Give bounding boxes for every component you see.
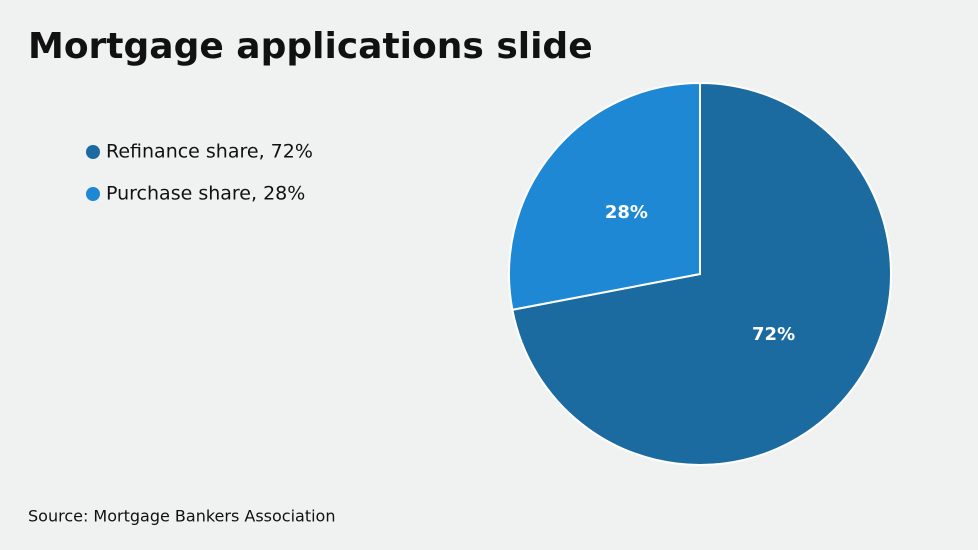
legend-label: Refinance share, 72% xyxy=(106,141,313,163)
data-label: 72% xyxy=(752,324,795,345)
data-label: 28% xyxy=(605,202,648,223)
legend-marker xyxy=(86,187,100,201)
pie-slice xyxy=(508,81,701,311)
legend-label: Purchase share, 28% xyxy=(106,183,305,205)
source: Source: Mortgage Bankers Association xyxy=(28,507,335,526)
chart-title: Mortgage applications slide xyxy=(28,26,593,67)
pie-slice xyxy=(511,81,892,466)
legend-marker xyxy=(86,145,100,159)
